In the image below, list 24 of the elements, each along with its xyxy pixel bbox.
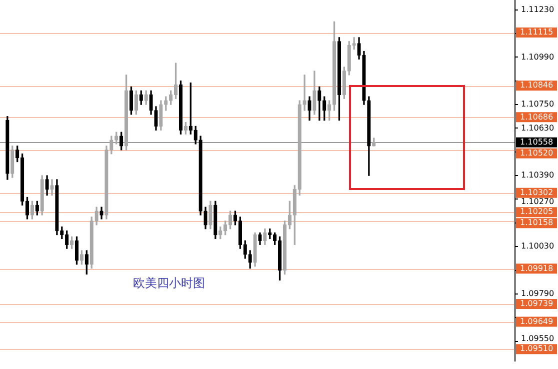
ref-line-label: 1.10205 <box>520 207 554 216</box>
y-tick-label: 1.11230 <box>521 4 554 14</box>
y-tick-label: 1.09550 <box>521 334 554 344</box>
annotation: 欧美四小时图 <box>133 276 205 290</box>
y-tick-label: 1.10390 <box>521 170 554 180</box>
ref-line-label: 1.10302 <box>520 188 554 198</box>
y-tick-label: 1.10030 <box>521 242 554 251</box>
ref-line-label: 1.10158 <box>520 218 554 228</box>
candlestick <box>302 74 306 111</box>
ref-line-label: 1.10520 <box>520 148 554 158</box>
ref-line-label: 1.10558 <box>520 138 554 147</box>
ref-line-label: 1.09510 <box>520 344 554 354</box>
candlestick <box>352 37 356 50</box>
y-tick-label: 1.10630 <box>521 123 554 132</box>
ref-line-label: 1.10686 <box>520 112 554 122</box>
ref-line-label: 1.09739 <box>520 299 554 308</box>
y-tick-label: 1.10750 <box>521 100 554 109</box>
ref-line-label: 1.09649 <box>520 316 554 326</box>
ref-line-label: 1.10846 <box>520 80 554 90</box>
y-tick-label: 1.10990 <box>521 52 554 62</box>
y-tick-label: 1.10270 <box>521 197 554 206</box>
ref-line-label: 1.09918 <box>520 264 554 273</box>
ref-line-label: 1.11115 <box>520 28 554 37</box>
y-tick-label: 1.09790 <box>521 289 554 298</box>
